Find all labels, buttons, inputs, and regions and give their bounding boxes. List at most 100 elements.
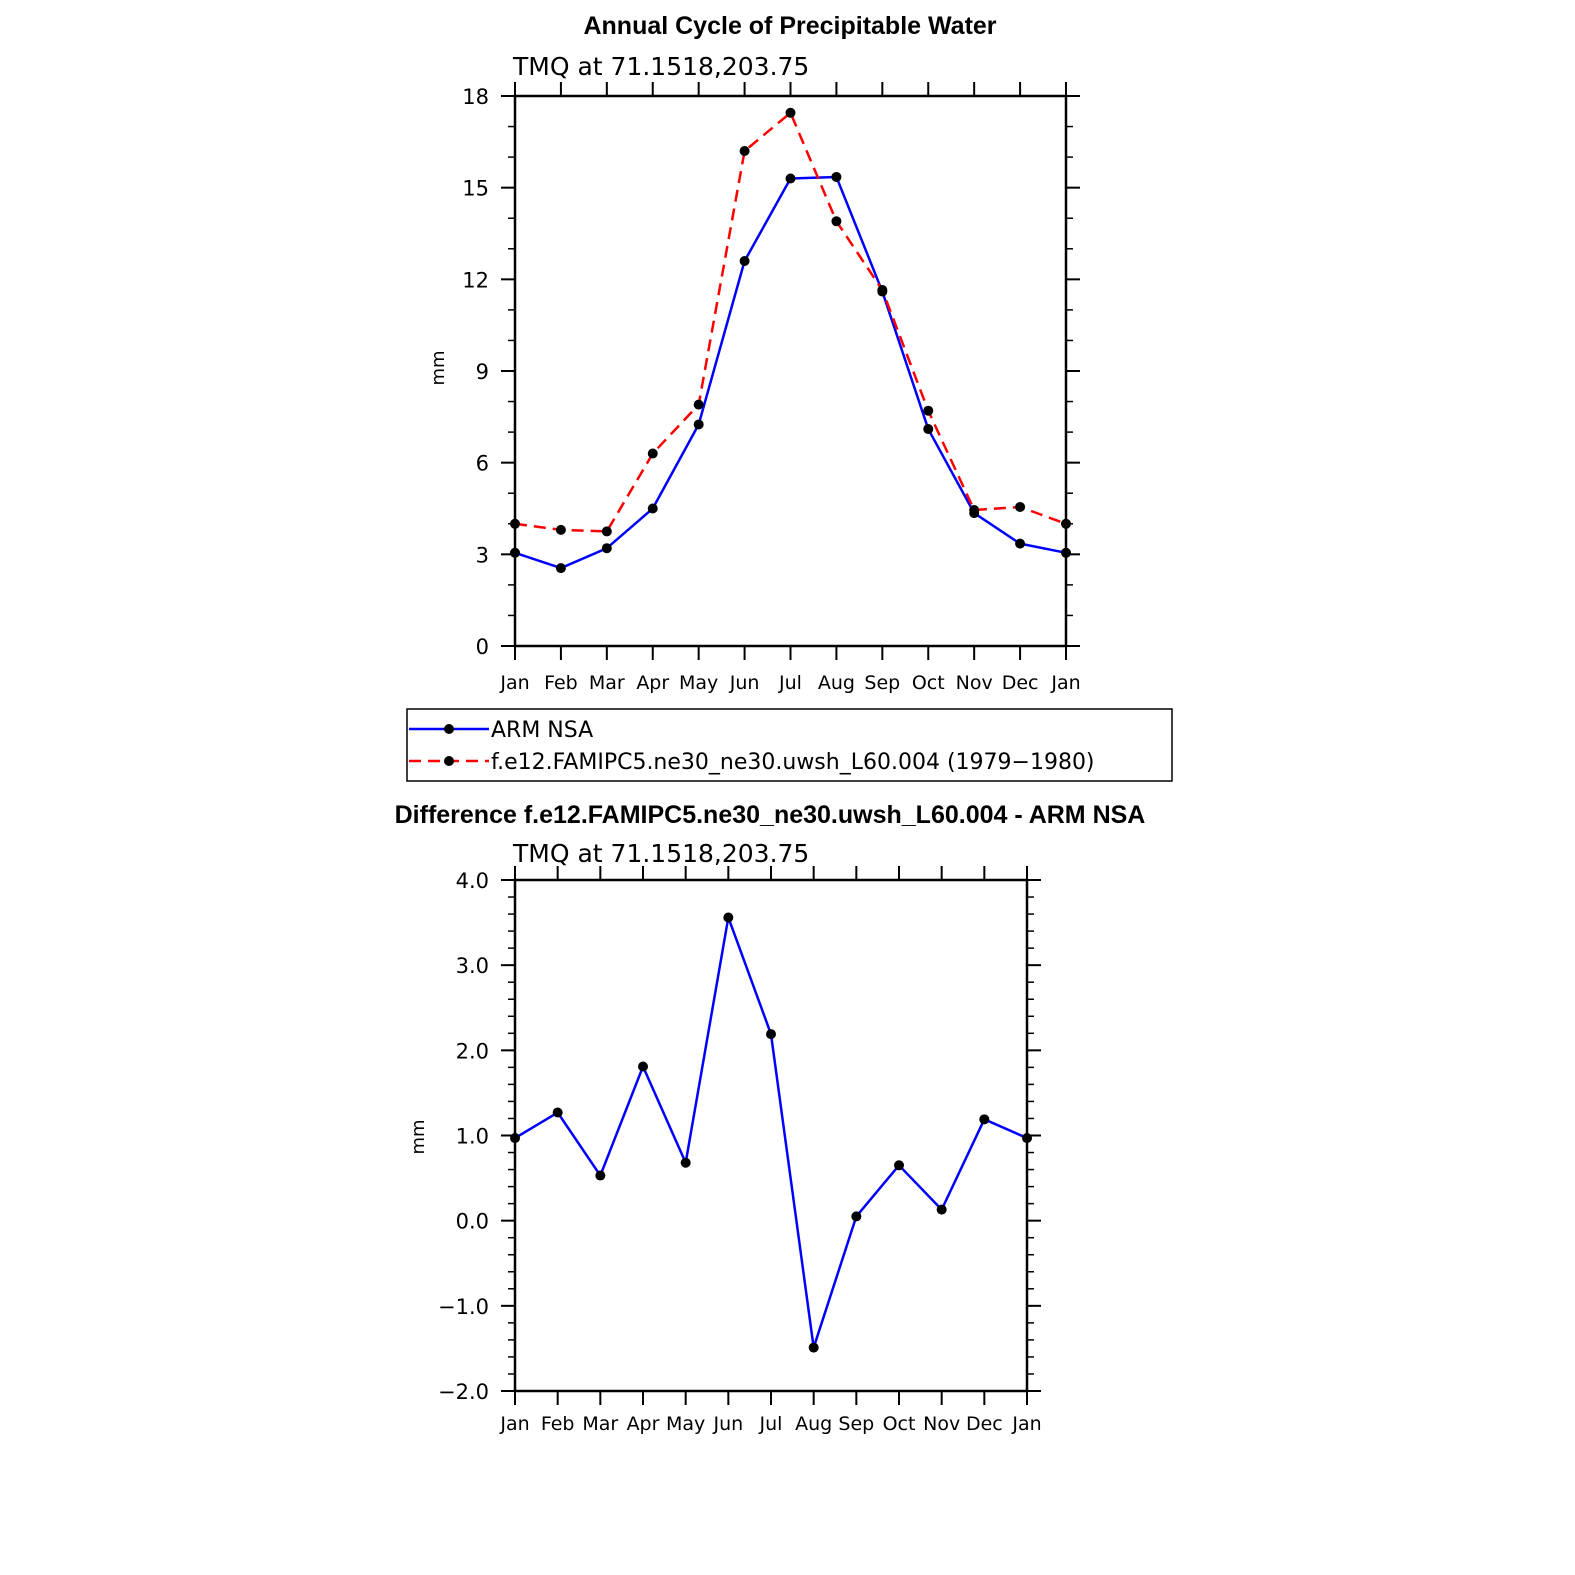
- legend-box: [406, 708, 1173, 782]
- series-1-point: [647, 448, 658, 459]
- y-tick-label: 9: [476, 360, 489, 384]
- series-0-point: [766, 1029, 776, 1040]
- series-1-point: [601, 526, 612, 537]
- series-0-point: [638, 1061, 648, 1072]
- chart2-ylabel: mm: [408, 1119, 429, 1154]
- x-tick-label: Oct: [883, 1413, 916, 1435]
- chart1-series: [510, 107, 1071, 574]
- series-1-point: [555, 524, 566, 535]
- x-tick-label: Jan: [499, 672, 529, 694]
- chart1-y-tick-labels: 0 3 6 9 12 15 18: [462, 85, 489, 659]
- chart1-title: Annual Cycle of Precipitable Water: [583, 12, 996, 40]
- difference-chart: Difference f.e12.FAMIPC5.ne30_ne30.uwsh_…: [395, 801, 1146, 1435]
- x-tick-label: Apr: [627, 1413, 660, 1435]
- x-tick-label: Jul: [778, 672, 802, 694]
- plot-frame: [513, 878, 1029, 1393]
- series-1-point: [1061, 518, 1071, 529]
- y-tick-label: 15: [462, 177, 489, 201]
- chart2-subtitle: TMQ at 71.1518,203.75: [512, 839, 809, 868]
- x-tick-label: Mar: [582, 1413, 618, 1435]
- series-0-point: [510, 1133, 520, 1144]
- series-0-point: [851, 1211, 862, 1222]
- series-0-point: [680, 1157, 691, 1168]
- x-tick-label: Apr: [636, 672, 669, 694]
- y-tick-label: −2.0: [438, 1380, 489, 1404]
- x-tick-label: Jan: [1050, 672, 1080, 694]
- x-tick-label: Jul: [759, 1413, 783, 1435]
- legend-label-arm: ARM NSA: [491, 718, 593, 743]
- y-tick-label: 3: [476, 543, 489, 567]
- series-0-point: [936, 1204, 947, 1215]
- chart1-axes: [501, 82, 1080, 660]
- series-0-point: [739, 256, 750, 266]
- series-line-0: [514, 916, 1028, 1349]
- x-tick-label: Oct: [912, 672, 945, 694]
- series-1-point: [831, 216, 842, 227]
- chart2-y-tick-labels: −2.0 −1.0 0.0 1.0 2.0 3.0 4.0: [438, 869, 489, 1404]
- series-0-point: [785, 173, 796, 184]
- chart1-subtitle: TMQ at 71.1518,203.75: [512, 52, 809, 81]
- x-tick-label: Sep: [838, 1413, 874, 1435]
- x-tick-label: May: [679, 672, 718, 694]
- series-0-point: [595, 1170, 606, 1181]
- chart2-axes: [501, 866, 1041, 1405]
- legend-marker-model: [444, 756, 454, 766]
- series-1-point: [1015, 501, 1026, 512]
- chart2-title: Difference f.e12.FAMIPC5.ne30_ne30.uwsh_…: [395, 801, 1146, 829]
- x-tick-label: Jun: [729, 672, 760, 694]
- x-tick-label: Feb: [544, 672, 578, 694]
- series-1-point: [739, 146, 750, 156]
- series-1-point: [969, 505, 980, 516]
- series-0-point: [555, 563, 566, 574]
- legend: ARM NSA f.e12.FAMIPC5.ne30_ne30.uwsh_L60…: [406, 708, 1173, 782]
- chart1-ylabel: mm: [428, 350, 449, 385]
- series-1-point: [785, 107, 796, 118]
- annual-cycle-chart: Annual Cycle of Precipitable Water TMQ a…: [428, 12, 1081, 694]
- y-tick-label: 4.0: [456, 869, 489, 893]
- series-0-point: [693, 419, 704, 430]
- x-tick-label: Dec: [1002, 672, 1039, 694]
- x-tick-label: Aug: [818, 672, 855, 694]
- y-tick-label: −1.0: [438, 1295, 489, 1319]
- series-0-point: [1015, 538, 1026, 549]
- chart2-series: [510, 912, 1032, 1353]
- series-0-point: [1061, 547, 1071, 558]
- series-1-point: [693, 399, 704, 410]
- x-tick-label: May: [666, 1413, 705, 1435]
- series-1-point: [510, 518, 520, 529]
- x-tick-label: Dec: [966, 1413, 1003, 1435]
- series-0-point: [979, 1114, 990, 1125]
- chart1-x-tick-labels: Jan Feb Mar Apr May Jun Jul Aug Sep Oct Nov Dec Jan: [499, 672, 1080, 694]
- series-0-point: [647, 503, 658, 514]
- series-0-point: [552, 1107, 563, 1118]
- series-0-point: [601, 543, 612, 554]
- legend-marker-arm: [444, 724, 454, 734]
- y-tick-label: 0.0: [456, 1210, 489, 1234]
- x-tick-label: Jun: [712, 1413, 743, 1435]
- series-1-point: [923, 405, 934, 416]
- y-tick-label: 6: [476, 452, 489, 476]
- series-1-point: [877, 285, 888, 296]
- x-tick-label: Sep: [864, 672, 900, 694]
- y-tick-label: 2.0: [456, 1039, 489, 1063]
- y-tick-label: 0: [476, 635, 489, 659]
- chart2-x-tick-labels: Jan Feb Mar Apr May Jun Jul Aug Sep Oct Nov Dec Jan: [499, 1413, 1041, 1435]
- y-tick-label: 12: [462, 268, 489, 292]
- x-tick-label: Aug: [795, 1413, 832, 1435]
- x-tick-label: Mar: [589, 672, 625, 694]
- series-0-point: [894, 1160, 904, 1171]
- y-tick-label: 3.0: [456, 954, 489, 978]
- x-tick-label: Feb: [541, 1413, 575, 1435]
- x-tick-label: Nov: [956, 672, 993, 694]
- series-0-point: [723, 912, 734, 923]
- x-tick-label: Nov: [923, 1413, 960, 1435]
- series-0-point: [831, 171, 842, 182]
- series-0-point: [510, 547, 520, 558]
- legend-label-model: f.e12.FAMIPC5.ne30_ne30.uwsh_L60.004 (19…: [491, 750, 1095, 775]
- y-tick-label: 18: [462, 85, 489, 109]
- series-0-point: [923, 424, 934, 435]
- x-tick-label: Jan: [499, 1413, 529, 1435]
- series-0-point: [1022, 1133, 1032, 1144]
- series-0-point: [808, 1342, 819, 1353]
